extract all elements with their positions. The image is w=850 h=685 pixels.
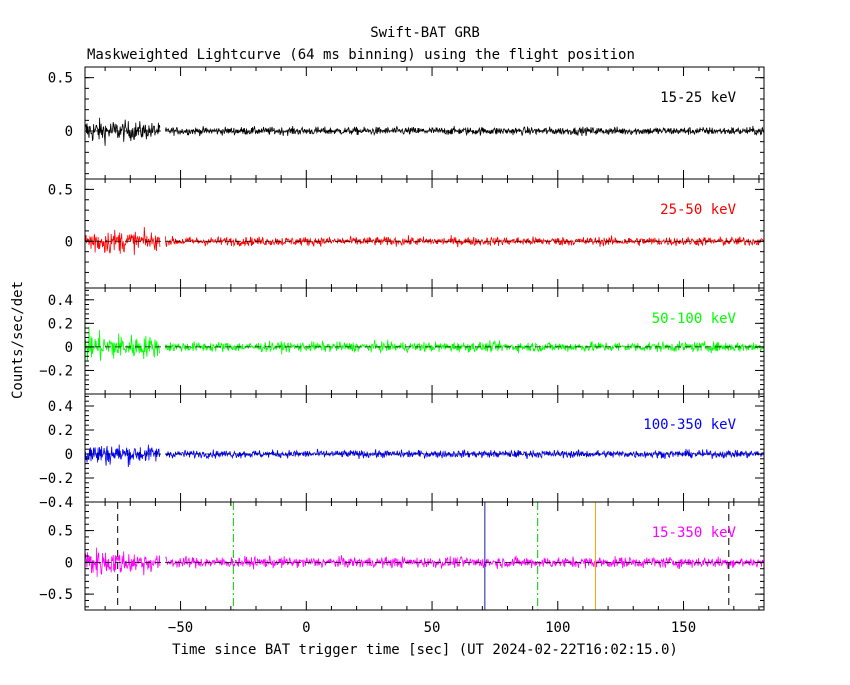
y-tick-label: 0 <box>65 340 73 356</box>
band-label: 50-100 keV <box>652 311 737 327</box>
panel-frame <box>84 501 765 611</box>
y-tick-label: −0.2 <box>39 471 73 487</box>
y-tick-label: −0.2 <box>39 363 73 379</box>
panel-frame <box>84 287 765 395</box>
x-tick-label: 50 <box>424 620 441 636</box>
x-tick-label: 100 <box>545 620 570 636</box>
x-tick-label: 150 <box>671 620 696 636</box>
panel-3: 0.4 0.2 0 −0.2 −0.4 100-350 keV <box>39 393 765 511</box>
band-label: 25-50 keV <box>660 202 736 218</box>
x-axis-label: Time since BAT trigger time [sec] (UT 20… <box>172 642 678 658</box>
x-tick-label: −50 <box>168 620 193 636</box>
chart-subtitle: Maskweighted Lightcurve (64 ms binning) … <box>87 47 635 63</box>
band-label: 15-25 keV <box>660 90 736 106</box>
y-tick-label: 0.2 <box>48 316 73 332</box>
y-tick-label: −0.5 <box>39 587 73 603</box>
y-tick-label: 0.4 <box>48 293 73 309</box>
panel-2: 0.4 0.2 0 −0.2 50-100 keV <box>39 287 765 395</box>
panel-4: 0.5 0 −0.5 15-350 keV −50 0 50 100 150 <box>39 501 765 636</box>
y-tick-label: 0.2 <box>48 423 73 439</box>
panel-1: 0.5 0 25-50 keV <box>48 178 765 289</box>
band-label: 15-350 keV <box>652 525 737 541</box>
y-tick-label: 0.5 <box>48 182 73 198</box>
y-tick-label: 0 <box>65 447 73 463</box>
panel-frame <box>84 178 765 289</box>
y-tick-label: 0 <box>65 555 73 571</box>
x-tick-label: 0 <box>302 620 310 636</box>
band-label: 100-350 keV <box>643 417 736 433</box>
y-tick-label: 0 <box>65 124 73 140</box>
y-tick-label: 0.5 <box>48 71 73 87</box>
y-axis-label: Counts/sec/det <box>10 281 26 399</box>
y-tick-label: −0.4 <box>39 495 73 511</box>
chart-title: Swift-BAT GRB <box>370 25 480 41</box>
panel-0: 0.5 0 15-25 keV <box>48 66 765 180</box>
series-25-50-keV <box>84 226 765 256</box>
y-tick-label: 0.4 <box>48 399 73 415</box>
y-tick-label: 0.5 <box>48 524 73 540</box>
series-15-350-keV <box>84 547 765 577</box>
panel-frame <box>84 393 765 503</box>
series-50-100-keV <box>84 326 765 361</box>
series-100-350-keV <box>84 444 765 468</box>
panel-frame <box>84 66 765 180</box>
series-15-25-keV <box>84 117 765 146</box>
y-tick-label: 0 <box>65 234 73 250</box>
